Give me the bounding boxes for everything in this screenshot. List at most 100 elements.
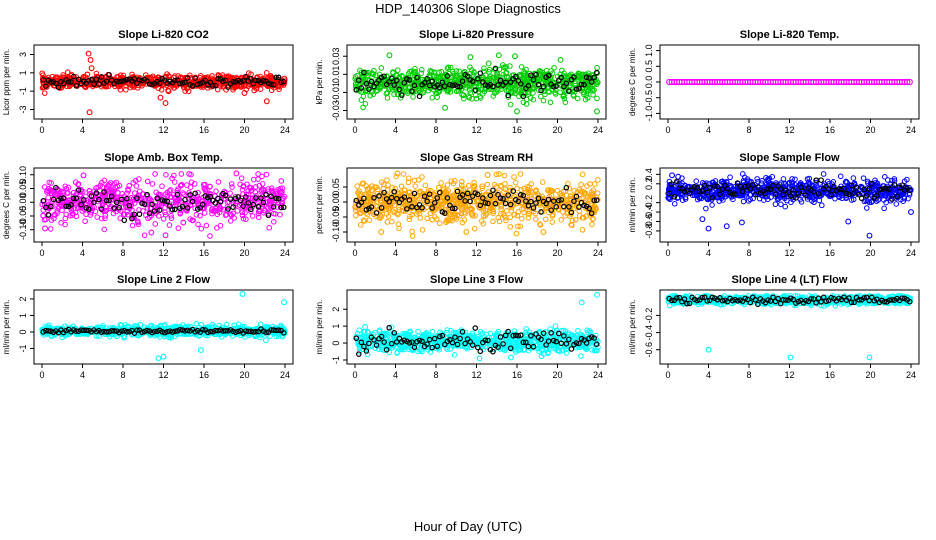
- x-tick-label: 0: [39, 248, 44, 258]
- data-point: [816, 197, 823, 204]
- data-point: [906, 78, 913, 86]
- summary-point: [452, 205, 458, 212]
- summary-point: [555, 197, 562, 204]
- summary-point: [813, 177, 819, 184]
- summary-point: [563, 184, 570, 191]
- x-tick-label: 12: [158, 248, 168, 258]
- data-point: [806, 193, 813, 200]
- summary-point: [159, 197, 166, 203]
- data-point: [703, 205, 709, 212]
- summary-point: [772, 191, 779, 197]
- data-point: [256, 182, 263, 189]
- data-point: [533, 187, 539, 193]
- data-point: [905, 195, 911, 202]
- data-point: [516, 86, 523, 93]
- data-point: [478, 218, 485, 224]
- y-axis-label: degrees C per min.: [2, 171, 11, 239]
- y-tick-label: -0.8: [644, 223, 654, 239]
- data-point: [515, 223, 521, 230]
- data-point: [452, 72, 458, 79]
- data-point: [568, 71, 574, 78]
- summary-point: [533, 71, 539, 78]
- data-point: [744, 176, 751, 182]
- data-point: [277, 211, 283, 218]
- outlier-point: [467, 54, 474, 61]
- summary-point: [197, 205, 204, 211]
- data-point: [579, 227, 586, 233]
- data-point: [216, 203, 223, 210]
- data-point: [263, 171, 270, 178]
- data-point: [547, 99, 554, 106]
- data-point: [517, 223, 524, 230]
- outlier-point: [87, 57, 94, 63]
- data-point: [193, 211, 200, 218]
- summary-point: [512, 73, 519, 80]
- data-point: [563, 192, 570, 199]
- outlier-point: [463, 229, 470, 235]
- data-point: [494, 78, 501, 85]
- summary-point: [576, 204, 582, 210]
- summary-point: [371, 194, 377, 201]
- data-point: [718, 178, 725, 185]
- data-point: [479, 185, 486, 192]
- summary-point: [717, 191, 723, 198]
- y-tick-label: 0.00: [331, 193, 341, 211]
- summary-point: [747, 185, 754, 192]
- x-tick-label: 12: [471, 125, 481, 135]
- summary-point: [253, 77, 259, 84]
- data-point: [495, 214, 501, 221]
- data-point: [526, 211, 532, 217]
- summary-point: [129, 215, 135, 222]
- summary-point: [881, 185, 888, 192]
- summary-point: [676, 185, 683, 191]
- summary-point: [149, 201, 155, 208]
- summary-point: [93, 190, 100, 196]
- summary-point: [780, 191, 786, 198]
- y-axis-label: ml/min per min.: [628, 178, 637, 233]
- data-point: [240, 183, 247, 190]
- summary-point: [192, 190, 198, 197]
- summary-point: [278, 204, 285, 211]
- summary-point: [762, 190, 769, 197]
- data-point: [117, 86, 124, 93]
- summary-point: [70, 195, 77, 202]
- data-point: [373, 184, 380, 190]
- outlier-point: [669, 172, 675, 179]
- summary-point: [538, 209, 544, 215]
- data-point: [447, 64, 454, 71]
- data-point: [578, 181, 584, 188]
- outlier-point: [594, 108, 600, 115]
- data-point: [197, 212, 203, 219]
- data-point: [84, 71, 91, 78]
- summary-point: [273, 74, 279, 81]
- summary-point: [278, 79, 285, 86]
- data-point: [904, 176, 910, 183]
- data-point: [471, 69, 477, 75]
- x-tick-label: 20: [552, 248, 562, 258]
- summary-point: [836, 186, 842, 192]
- summary-point: [497, 195, 504, 201]
- data-point: [758, 180, 765, 186]
- data-point: [739, 171, 746, 177]
- data-point: [473, 83, 479, 90]
- y-tick-label: 0.00: [18, 193, 28, 211]
- data-point: [227, 218, 234, 224]
- data-point: [54, 210, 60, 217]
- data-point: [429, 95, 436, 101]
- summary-point: [409, 203, 415, 210]
- data-point: [198, 225, 205, 232]
- summary-point: [889, 196, 895, 202]
- data-point: [501, 189, 507, 195]
- data-point: [216, 206, 222, 213]
- data-point: [696, 194, 702, 201]
- summary-point: [457, 83, 463, 90]
- data-point: [398, 183, 405, 190]
- data-point: [255, 171, 261, 177]
- summary-point: [237, 197, 244, 204]
- data-point: [568, 221, 574, 228]
- summary-point: [591, 197, 598, 204]
- summary-point: [268, 193, 274, 200]
- data-point: [41, 90, 48, 96]
- data-point: [860, 175, 867, 181]
